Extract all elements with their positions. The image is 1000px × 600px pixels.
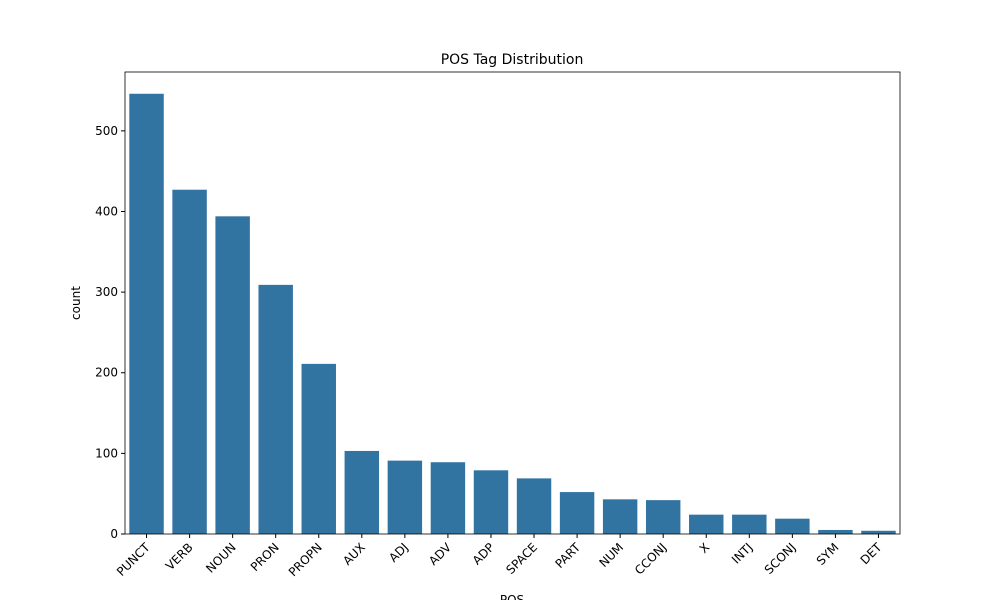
y-axis-label: count (69, 286, 83, 320)
x-tick-label: PROPN (286, 540, 325, 579)
bar (645, 500, 681, 534)
y-tick-label: 100 (95, 446, 118, 460)
x-tick-label: ADJ (386, 540, 411, 565)
x-tick-label: ADP (470, 540, 497, 567)
x-tick-label: PUNCT (114, 540, 153, 579)
bar (258, 284, 293, 534)
x-tick-label: INTJ (729, 540, 755, 566)
y-tick-label: 200 (95, 366, 118, 380)
y-tick-label: 500 (95, 124, 118, 138)
bar (818, 529, 853, 534)
chart-title: POS Tag Distribution (441, 52, 584, 68)
bar (387, 460, 423, 534)
bar (559, 492, 595, 534)
x-tick-label: CCONJ (632, 540, 669, 577)
x-tick-label: ADV (426, 540, 454, 568)
bar (215, 216, 250, 535)
bar (430, 462, 466, 534)
bar (172, 189, 207, 534)
bar (344, 450, 380, 534)
x-tick-label: PRON (248, 540, 282, 574)
bar (775, 518, 810, 534)
x-tick-label: NOUN (203, 540, 238, 575)
bar (861, 530, 896, 534)
x-tick-label: X (697, 540, 713, 556)
y-tick-label: 400 (95, 204, 118, 218)
x-tick-label: SCONJ (762, 540, 799, 577)
y-tick-label: 0 (110, 527, 118, 541)
bar (129, 93, 164, 535)
plot-frame (124, 71, 901, 535)
bar (689, 514, 724, 534)
x-tick-label: AUX (340, 540, 368, 568)
x-tick-label: SYM (814, 540, 842, 568)
x-tick-label: NUM (596, 540, 626, 570)
bar (301, 363, 336, 534)
x-tick-label: VERB (163, 540, 196, 573)
x-tick-label: SPACE (503, 540, 540, 577)
x-axis-label: POS (500, 593, 524, 600)
bar (602, 499, 638, 534)
y-tick-label: 300 (95, 285, 118, 299)
x-tick-label: PART (552, 540, 583, 571)
bar (732, 514, 767, 534)
bar (473, 470, 509, 534)
x-tick-label: DET (858, 540, 885, 567)
bar (516, 478, 552, 534)
